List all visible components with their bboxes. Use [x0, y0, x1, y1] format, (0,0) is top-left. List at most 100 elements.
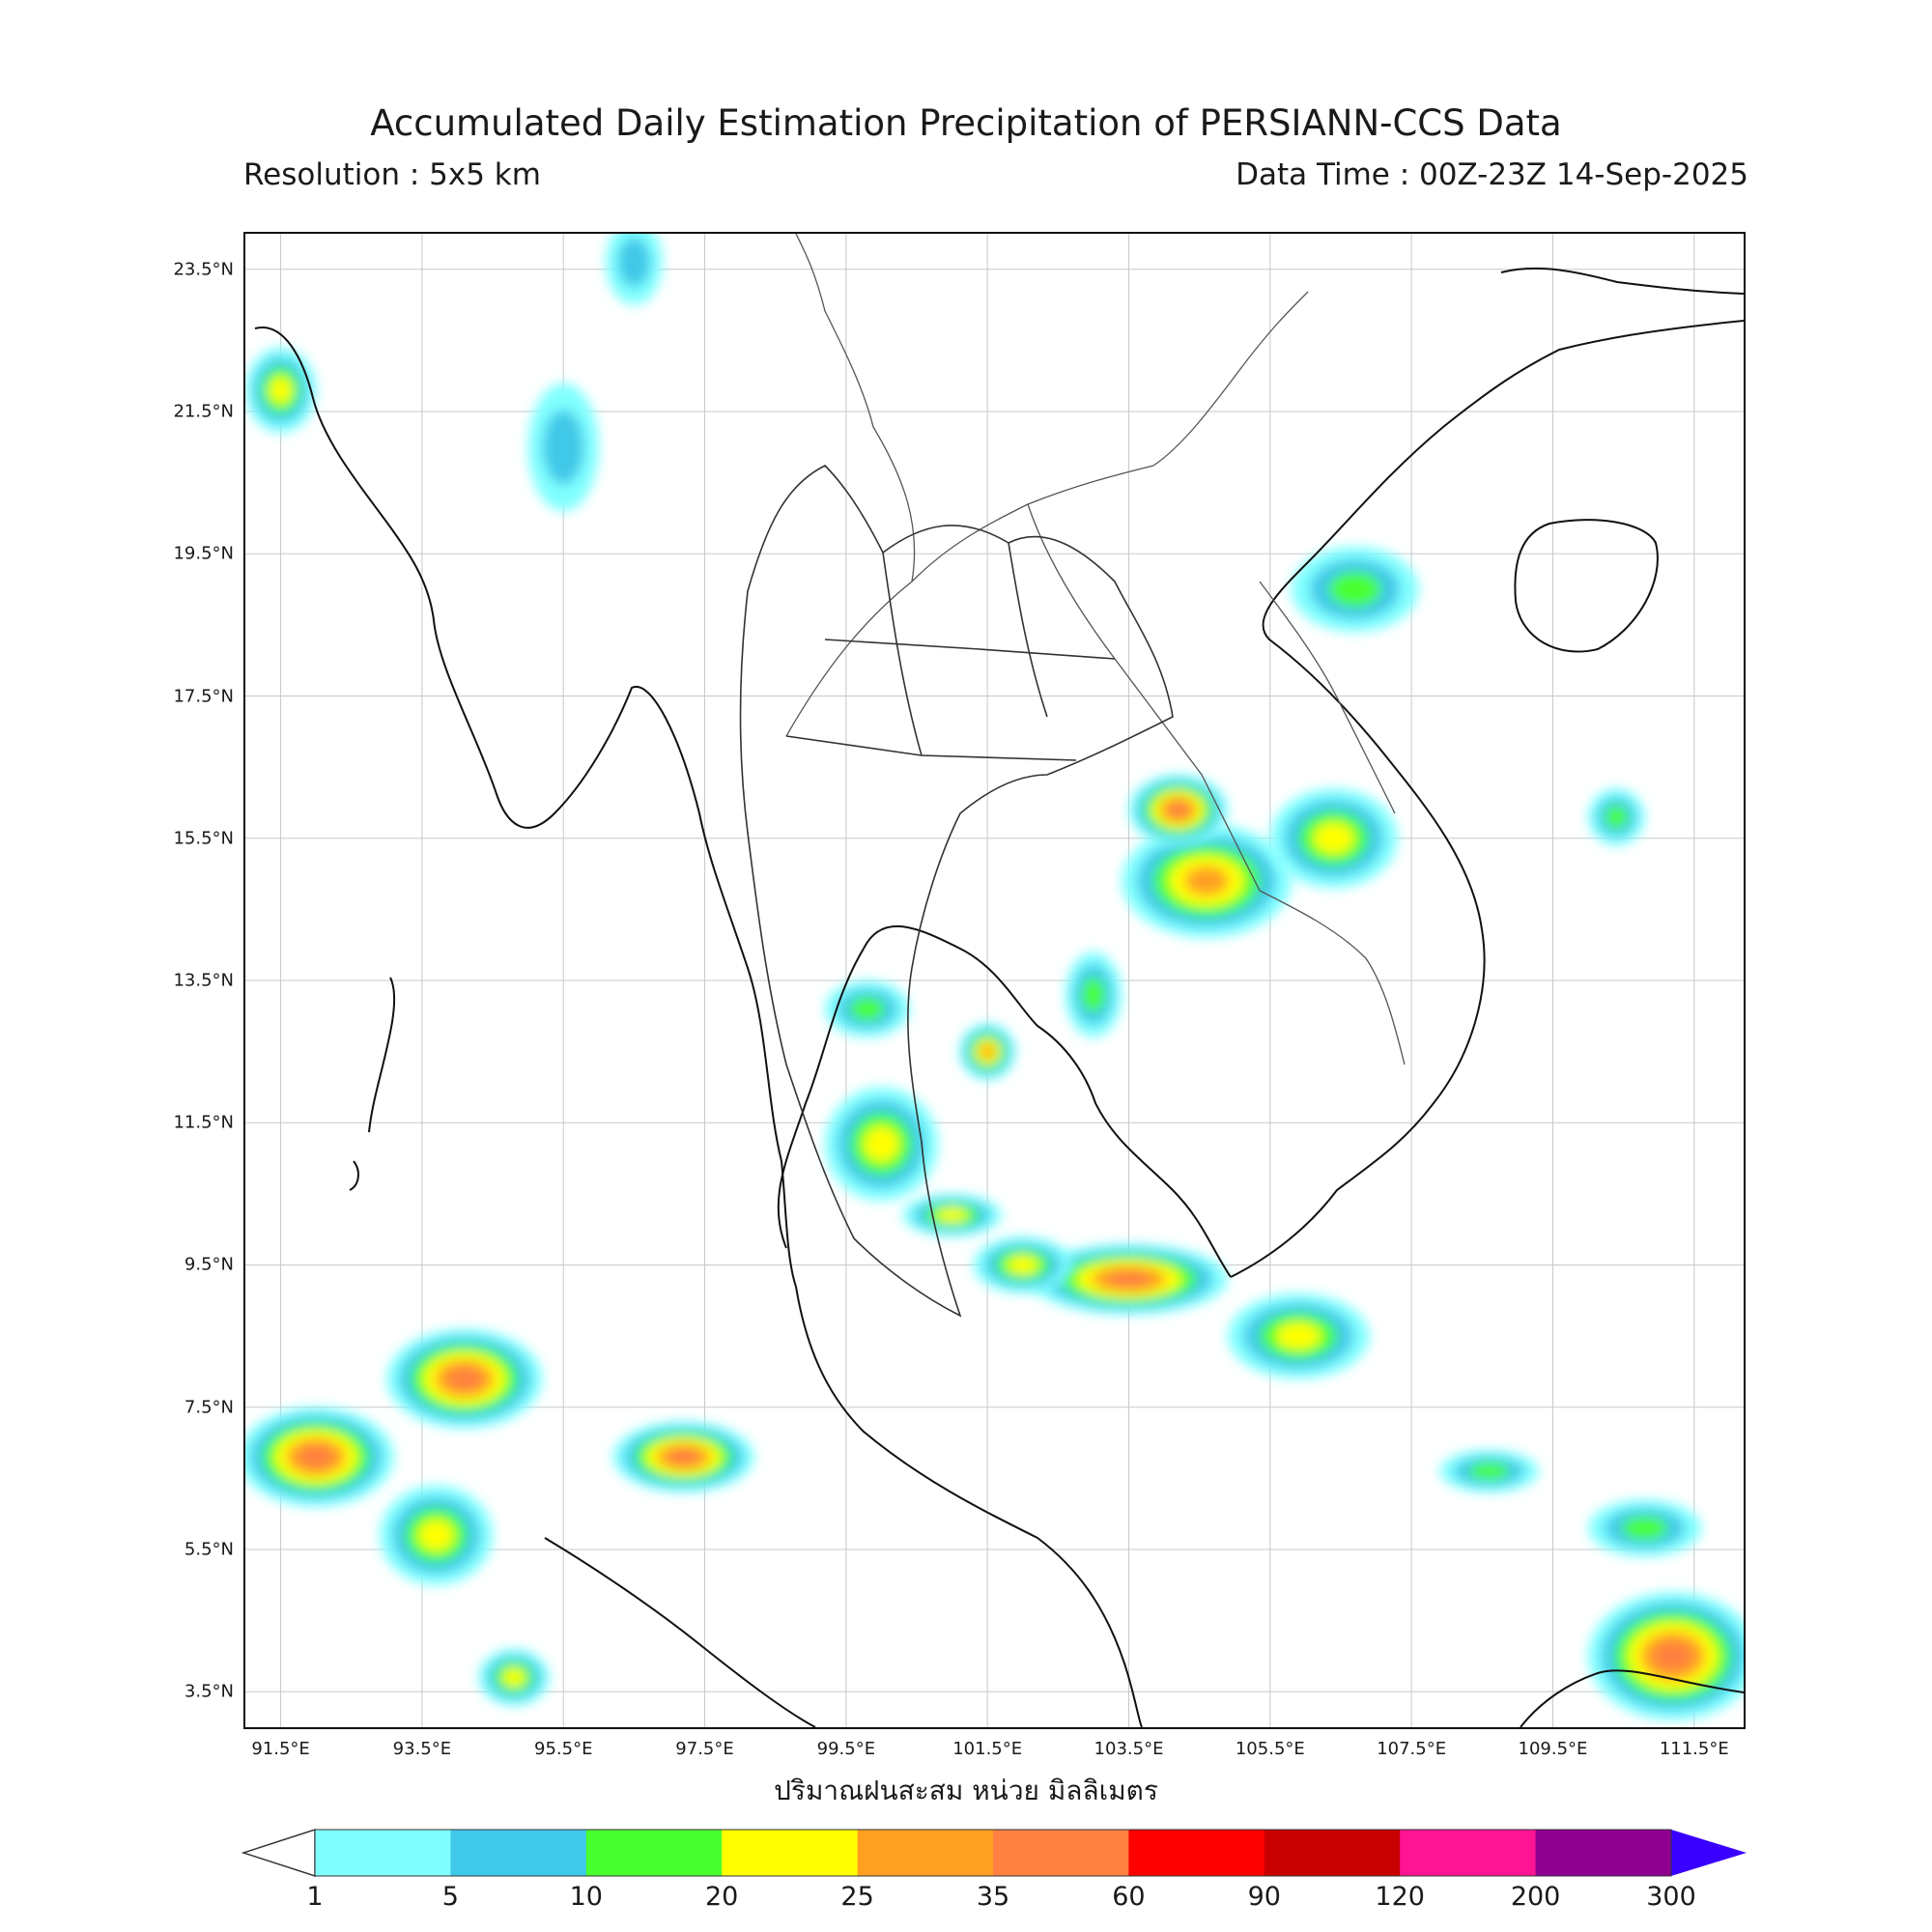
- rain-area: [1065, 952, 1122, 1037]
- rain-contour: [863, 1125, 900, 1163]
- lon-tick-label: 99.5°E: [816, 1739, 876, 1759]
- rain-contour: [1468, 1462, 1510, 1481]
- rain-contour: [1184, 866, 1229, 896]
- rain-contour: [1605, 805, 1629, 829]
- colorbar-segment: [1128, 1830, 1265, 1876]
- colorbar-segment: [722, 1830, 859, 1876]
- rain-contour: [980, 1043, 995, 1060]
- lon-tick-label: 93.5°E: [392, 1739, 452, 1759]
- lat-tick-label: 9.5°N: [184, 1254, 234, 1275]
- rain-area: [1122, 824, 1292, 938]
- rain-contour: [1328, 571, 1381, 608]
- lon-tick-label: 101.5°E: [952, 1739, 1023, 1759]
- rain-area: [1588, 788, 1645, 846]
- rain-area: [612, 1421, 754, 1493]
- rain-contour: [668, 1449, 699, 1465]
- lat-tick-label: 11.5°N: [173, 1112, 234, 1133]
- lon-tick-label: 97.5°E: [675, 1739, 734, 1759]
- colorbar-segment: [1400, 1830, 1537, 1876]
- rain-area: [386, 1328, 543, 1429]
- colorbar-level-label: 200: [1510, 1882, 1561, 1912]
- rain-contour: [1081, 977, 1105, 1012]
- lon-tick-label: 107.5°E: [1377, 1739, 1447, 1759]
- rain-area: [1269, 788, 1398, 889]
- map-canvas: [245, 234, 1744, 1727]
- country-borders: [785, 234, 1406, 1065]
- rain-contour: [1654, 1641, 1692, 1670]
- colorbar-segment: [315, 1830, 451, 1876]
- colorbar-under-arrow: [242, 1828, 316, 1878]
- colorbar-segment: [585, 1830, 723, 1876]
- colorbar-level-label: 60: [1112, 1882, 1146, 1912]
- rain-area: [824, 1087, 938, 1202]
- colorbar-segment: [993, 1830, 1129, 1876]
- rain-area: [1291, 546, 1419, 633]
- rain-contour: [502, 1668, 526, 1687]
- lon-tick-label: 95.5°E: [533, 1739, 593, 1759]
- lon-tick-label: 103.5°E: [1094, 1739, 1164, 1759]
- rain-area: [380, 1485, 494, 1585]
- rain-area: [1030, 1243, 1228, 1316]
- rain-contour: [298, 1445, 333, 1468]
- lon-tick-label: 111.5°E: [1659, 1739, 1729, 1759]
- rain-area: [1128, 774, 1228, 846]
- rain-area: [1588, 1592, 1744, 1720]
- rain-contour: [936, 1208, 968, 1222]
- colorbar: [242, 1828, 1747, 1878]
- rain-contour: [269, 376, 293, 405]
- rain-contour: [1007, 1256, 1039, 1274]
- colorbar-level-label: 10: [569, 1882, 603, 1912]
- rain-contour: [1167, 802, 1189, 818]
- lat-tick-label: 13.5°N: [173, 970, 234, 991]
- rain-areas: [245, 234, 1744, 1720]
- rain-area: [606, 234, 663, 305]
- data-time-label: Data Time : 00Z-23Z 14-Sep-2025: [1236, 157, 1748, 192]
- rain-contour: [447, 1367, 482, 1390]
- lon-tick-label: 91.5°E: [251, 1739, 310, 1759]
- thailand-provinces: [739, 465, 1174, 1318]
- colorbar-level-label: 120: [1375, 1882, 1425, 1912]
- lat-tick-label: 17.5°N: [173, 686, 234, 707]
- rain-contour: [1107, 1271, 1151, 1288]
- lat-tick-label: 21.5°N: [173, 401, 234, 422]
- rain-contour: [417, 1519, 455, 1551]
- colorbar-level-label: 20: [705, 1882, 739, 1912]
- colorbar-over-arrow: [1671, 1830, 1747, 1876]
- colorbar-level-label: 300: [1646, 1882, 1696, 1912]
- colorbar-segment: [450, 1830, 587, 1876]
- map-title: Accumulated Daily Estimation Precipitati…: [370, 102, 1562, 144]
- rain-area: [1439, 1449, 1539, 1493]
- rain-contour: [542, 410, 584, 485]
- lat-tick-label: 23.5°N: [173, 259, 234, 280]
- lat-tick-label: 7.5°N: [184, 1397, 234, 1418]
- resolution-label: Resolution : 5x5 km: [243, 157, 541, 192]
- rain-area: [245, 1406, 394, 1507]
- rain-contour: [1275, 1322, 1321, 1350]
- lon-tick-label: 109.5°E: [1518, 1739, 1588, 1759]
- rain-area: [958, 1023, 1016, 1081]
- colorbar-level-label: 25: [840, 1882, 874, 1912]
- rain-area: [527, 383, 599, 512]
- colorbar-segment: [857, 1830, 994, 1876]
- rain-contour: [1621, 1516, 1668, 1540]
- rain-contour: [1313, 822, 1354, 855]
- lat-tick-label: 3.5°N: [184, 1681, 234, 1702]
- lat-tick-label: 19.5°N: [173, 543, 234, 564]
- colorbar-outline: [314, 1829, 1672, 1877]
- rain-contour: [617, 237, 651, 288]
- rain-area: [973, 1236, 1072, 1293]
- colorbar-level-label: 5: [441, 1882, 459, 1912]
- lon-tick-label: 105.5°E: [1235, 1739, 1305, 1759]
- rain-area: [902, 1193, 1002, 1237]
- rain-area: [1227, 1293, 1370, 1379]
- rain-area: [824, 980, 910, 1037]
- colorbar-segment: [1535, 1830, 1672, 1876]
- colorbar-level-label: 35: [976, 1882, 1010, 1912]
- colorbar-level-label: 90: [1247, 1882, 1281, 1912]
- colorbar-title: ปริมาณฝนสะสม หน่วย มิลลิเมตร: [774, 1775, 1158, 1806]
- map-frame: [243, 232, 1746, 1729]
- lat-tick-label: 15.5°N: [173, 828, 234, 849]
- coastlines: [254, 267, 1744, 1727]
- rain-area: [245, 347, 317, 434]
- colorbar-segment: [1264, 1830, 1401, 1876]
